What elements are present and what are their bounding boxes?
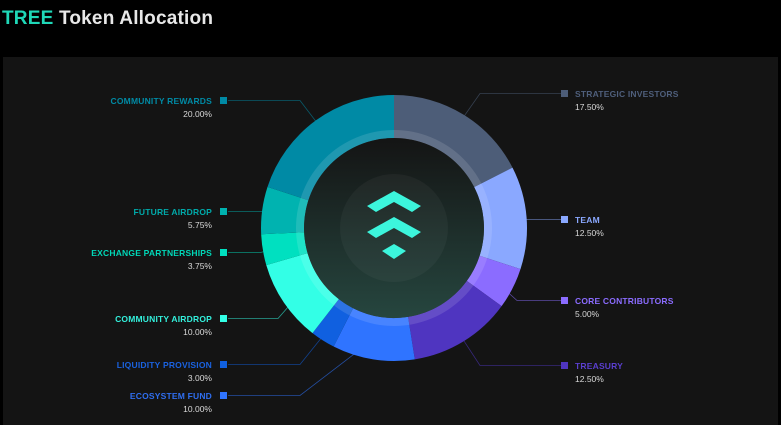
- slice-community-rewards[interactable]: [267, 95, 394, 201]
- slice-label: STRATEGIC INVESTORS: [575, 88, 679, 99]
- slice-label: TREASURY: [575, 360, 624, 371]
- slice-percent: 10.00%: [183, 326, 212, 337]
- slice-core-contributors[interactable]: [466, 255, 521, 307]
- legend-swatch: [220, 208, 227, 215]
- slice-exchange-partnerships[interactable]: [261, 232, 308, 266]
- slice-ecosystem-fund[interactable]: [333, 308, 415, 361]
- legend-swatch: [220, 392, 227, 399]
- slice-team[interactable]: [474, 167, 527, 270]
- legend-swatch: [220, 361, 227, 368]
- page-title: TREE Token Allocation: [2, 8, 213, 30]
- slice-label: COMMUNITY AIRDROP: [115, 313, 212, 324]
- legend-swatch: [220, 249, 227, 256]
- slice-community-airdrop[interactable]: [266, 253, 339, 334]
- slice-percent: 10.00%: [183, 403, 212, 414]
- slice-percent: 5.75%: [187, 219, 212, 230]
- leader-line: [228, 336, 378, 396]
- slice-treasury[interactable]: [408, 280, 502, 360]
- slice-label: TEAM: [575, 214, 600, 225]
- legend-swatch: [561, 216, 568, 223]
- slice-strategic-investors[interactable]: [394, 95, 513, 188]
- legend-swatch: [220, 97, 227, 104]
- legend-swatch: [220, 315, 227, 322]
- slice-percent: 5.00%: [575, 308, 600, 319]
- slice-label: CORE CONTRIBUTORS: [575, 295, 674, 306]
- slice-liquidity-provision[interactable]: [312, 299, 354, 347]
- slice-percent: 3.75%: [187, 260, 212, 271]
- legend-swatch: [561, 90, 568, 97]
- slice-label: LIQUIDITY PROVISION: [116, 359, 212, 370]
- tree-logo-icon: [367, 191, 421, 259]
- slice-label: COMMUNITY REWARDS: [110, 95, 212, 106]
- slice-percent: 12.50%: [575, 373, 604, 384]
- slice-label: ECOSYSTEM FUND: [129, 390, 212, 401]
- slice-future-airdrop[interactable]: [261, 186, 309, 235]
- slice-percent: 17.50%: [575, 101, 604, 112]
- slice-percent: 12.50%: [575, 227, 604, 238]
- slice-label: FUTURE AIRDROP: [133, 206, 212, 217]
- legend-swatch: [561, 297, 568, 304]
- slice-percent: 3.00%: [187, 372, 212, 383]
- slice-label: EXCHANGE PARTNERSHIPS: [91, 247, 212, 258]
- slice-percent: 20.00%: [183, 108, 212, 119]
- title-text: Token Allocation: [58, 8, 214, 29]
- title-accent: TREE: [2, 8, 54, 29]
- legend-swatch: [561, 362, 568, 369]
